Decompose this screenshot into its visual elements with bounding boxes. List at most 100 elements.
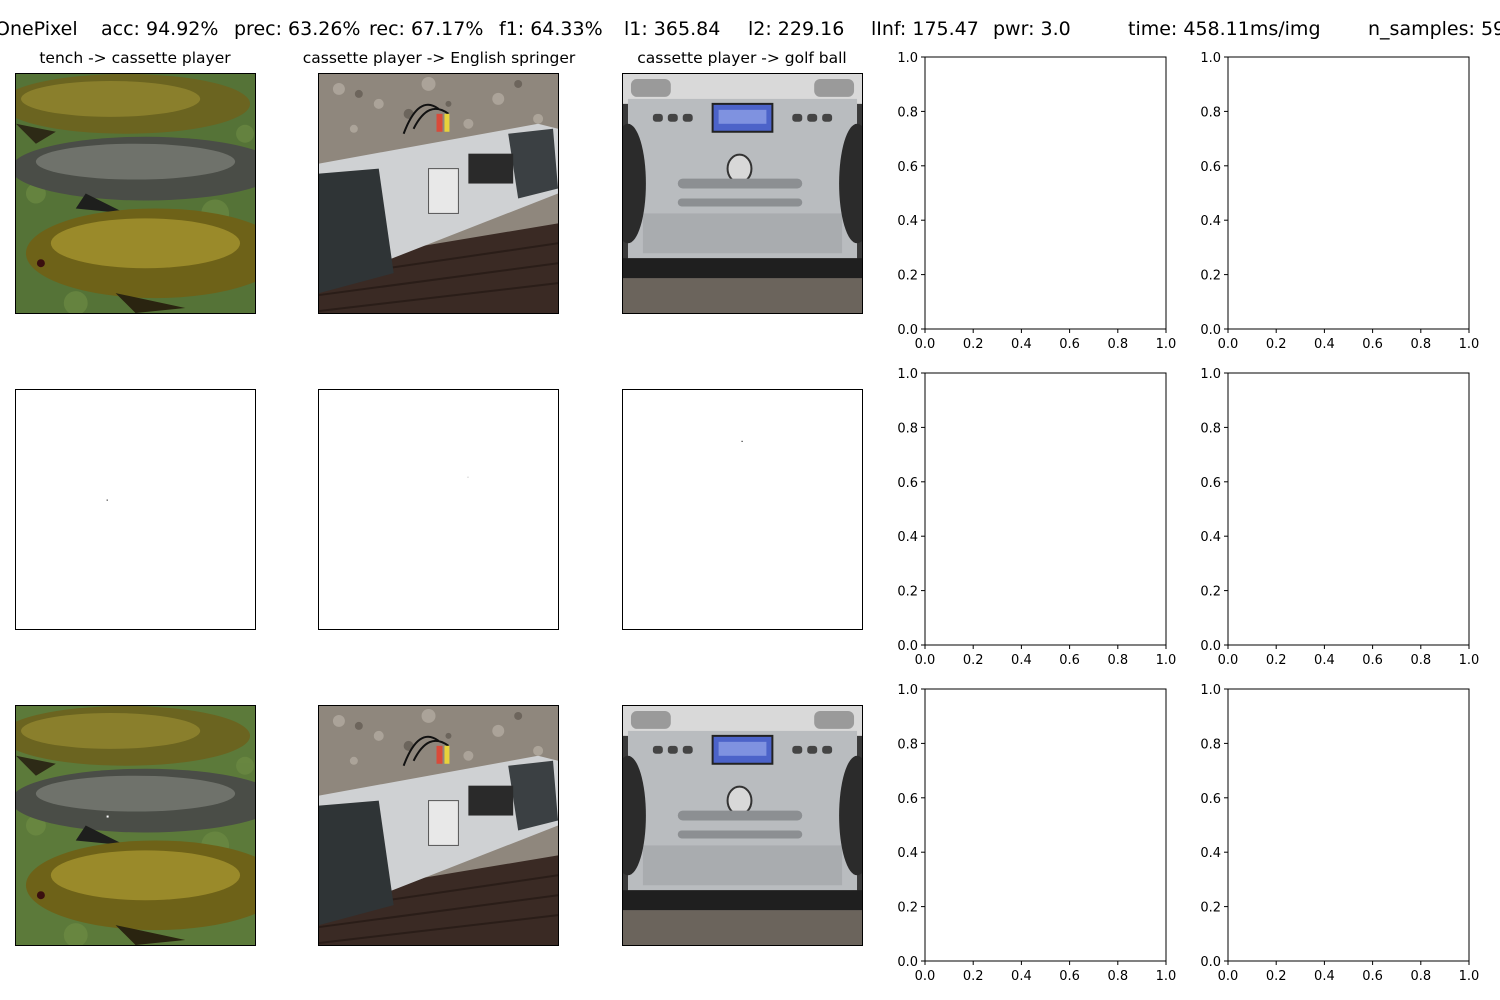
x-tick-label: 1.0 [1156, 337, 1177, 352]
x-tick-label: 0.2 [963, 653, 984, 668]
x-tick-label: 0.8 [1410, 653, 1431, 668]
x-tick-label: 0.2 [963, 969, 984, 984]
attack-name: OnePixel [0, 18, 78, 40]
y-tick-label: 0.2 [1200, 901, 1221, 916]
y-tick-label: 0.6 [897, 160, 918, 175]
y-tick-label: 0.0 [1200, 639, 1221, 654]
x-tick-label: 0.4 [1011, 337, 1032, 352]
x-tick-label: 0.2 [1266, 969, 1287, 984]
y-tick-label: 1.0 [1200, 51, 1221, 66]
panel-title-2: cassette player -> English springer [302, 49, 576, 67]
x-tick-label: 0.0 [915, 969, 936, 984]
tench-adversarial-image [15, 705, 256, 946]
y-tick-label: 0.6 [1200, 792, 1221, 807]
boombox-adversarial-image [318, 705, 559, 946]
y-tick-label: 0.8 [897, 421, 918, 436]
y-tick-label: 1.0 [1200, 367, 1221, 382]
sony-boombox-original-image [318, 73, 559, 314]
y-tick-label: 0.4 [1200, 530, 1221, 545]
x-tick-label: 0.6 [1059, 969, 1080, 984]
y-tick-label: 0.8 [1200, 737, 1221, 752]
empty-axes-r3-c4: 0.0 0.2 0.4 0.6 0.8 1.0 0.0 0.2 0.4 0.6 0.8 1.0 [897, 683, 1176, 984]
x-tick-label: 0.0 [915, 337, 936, 352]
y-tick-label: 0.2 [897, 585, 918, 600]
x-tick-label: 0.8 [1107, 969, 1128, 984]
x-tick-label: 0.6 [1362, 653, 1383, 668]
axes-frame [1227, 688, 1470, 962]
x-tick-label: 1.0 [1459, 337, 1480, 352]
silver-stereo-original-image [622, 73, 863, 314]
y-tick-label: 0.0 [1200, 323, 1221, 338]
x-tick-label: 0.8 [1107, 653, 1128, 668]
stereo-perturbation-map [622, 389, 863, 630]
l2-metric: l2: 229.16 [748, 18, 845, 40]
rec-metric: rec: 67.17% [369, 18, 484, 40]
y-tick-label: 0.0 [897, 639, 918, 654]
x-tick-label: 0.4 [1011, 653, 1032, 668]
x-tick-label: 0.4 [1314, 653, 1335, 668]
panel-title-1: tench -> cassette player [39, 49, 231, 67]
y-tick-label: 0.8 [1200, 105, 1221, 120]
y-tick-label: 0.2 [897, 269, 918, 284]
x-tick-label: 0.6 [1362, 337, 1383, 352]
y-tick-label: 0.8 [897, 737, 918, 752]
y-tick-label: 0.8 [1200, 421, 1221, 436]
x-tick-label: 0.6 [1059, 337, 1080, 352]
empty-axes-r3-c5: 0.0 0.2 0.4 0.6 0.8 1.0 0.0 0.2 0.4 0.6 0.8 1.0 [1200, 683, 1479, 984]
f1-metric: f1: 64.33% [499, 18, 603, 40]
axes-frame [1227, 372, 1470, 646]
x-tick-label: 0.6 [1059, 653, 1080, 668]
y-tick-label: 1.0 [897, 51, 918, 66]
y-tick-label: 0.4 [1200, 214, 1221, 229]
y-tick-label: 0.0 [1200, 955, 1221, 970]
x-tick-label: 0.2 [1266, 653, 1287, 668]
y-tick-label: 0.2 [897, 901, 918, 916]
y-tick-label: 0.4 [897, 530, 918, 545]
x-tick-label: 1.0 [1156, 969, 1177, 984]
time-metric: time: 458.11ms/img [1128, 18, 1321, 40]
x-tick-label: 1.0 [1459, 969, 1480, 984]
pwr-metric: pwr: 3.0 [993, 18, 1071, 40]
y-tick-label: 0.6 [897, 476, 918, 491]
x-tick-label: 0.8 [1107, 337, 1128, 352]
y-tick-label: 0.2 [1200, 269, 1221, 284]
y-tick-label: 1.0 [897, 683, 918, 698]
x-tick-label: 0.2 [1266, 337, 1287, 352]
l1-metric: l1: 365.84 [624, 18, 721, 40]
x-tick-label: 0.4 [1314, 969, 1335, 984]
x-tick-label: 0.0 [1218, 969, 1239, 984]
empty-axes-r2-c5: 0.0 0.2 0.4 0.6 0.8 1.0 0.0 0.2 0.4 0.6 0.8 1.0 [1200, 367, 1479, 668]
x-tick-label: 0.2 [963, 337, 984, 352]
x-tick-label: 0.8 [1410, 337, 1431, 352]
y-tick-label: 0.4 [897, 214, 918, 229]
linf-metric: lInf: 175.47 [871, 18, 979, 40]
empty-axes-r1-c5: 0.0 0.2 0.4 0.6 0.8 1.0 0.0 0.2 0.4 0.6 0.8 1.0 [1200, 51, 1479, 352]
axes-frame [924, 56, 1167, 330]
x-tick-label: 1.0 [1156, 653, 1177, 668]
y-tick-label: 0.6 [897, 792, 918, 807]
x-tick-label: 0.0 [915, 653, 936, 668]
x-tick-label: 0.0 [1218, 337, 1239, 352]
axes-frame [1227, 56, 1470, 330]
x-tick-label: 1.0 [1459, 653, 1480, 668]
tench-perturbation-map [15, 389, 256, 630]
boombox-perturbation-map [318, 389, 559, 630]
x-tick-label: 0.0 [1218, 653, 1239, 668]
prec-metric: prec: 63.26% [234, 18, 361, 40]
y-tick-label: 0.0 [897, 323, 918, 338]
x-tick-label: 0.8 [1410, 969, 1431, 984]
empty-axes-r2-c4: 0.0 0.2 0.4 0.6 0.8 1.0 0.0 0.2 0.4 0.6 0.8 1.0 [897, 367, 1176, 668]
y-tick-label: 0.8 [897, 105, 918, 120]
y-tick-label: 0.6 [1200, 476, 1221, 491]
y-tick-label: 0.4 [1200, 846, 1221, 861]
samples-metric: n_samples: 59 [1368, 18, 1500, 40]
y-tick-label: 0.6 [1200, 160, 1221, 175]
axes-frame [924, 372, 1167, 646]
acc-metric: acc: 94.92% [101, 18, 219, 40]
y-tick-label: 1.0 [897, 367, 918, 382]
stereo-adversarial-image [622, 705, 863, 946]
y-tick-label: 0.0 [897, 955, 918, 970]
axes-frame [924, 688, 1167, 962]
y-tick-label: 0.4 [897, 846, 918, 861]
x-tick-label: 0.4 [1011, 969, 1032, 984]
